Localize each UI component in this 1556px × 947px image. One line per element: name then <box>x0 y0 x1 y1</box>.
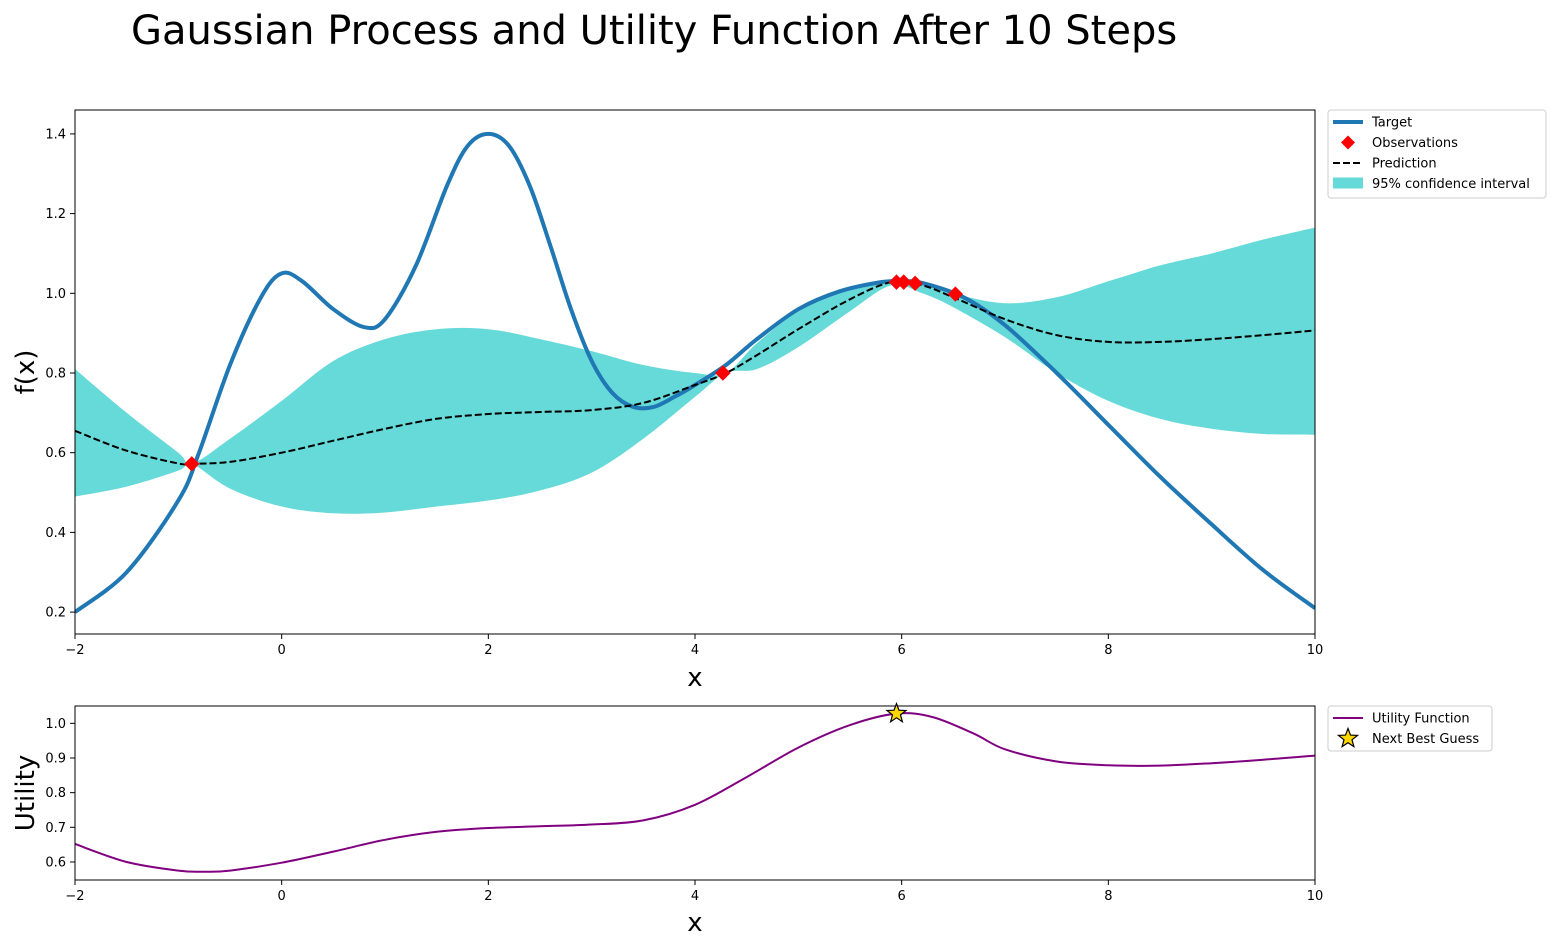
prediction-line <box>75 280 1315 466</box>
gp-legend-label: Observations <box>1372 136 1458 151</box>
gp-x-tick-label: 2 <box>484 643 492 658</box>
utility-x-tick-label: 4 <box>691 889 699 904</box>
gp-legend-handle <box>1341 135 1355 150</box>
utility-legend-frame <box>1327 705 1493 752</box>
observation-point <box>715 365 731 381</box>
gp-y-tick-label: 0.2 <box>45 606 66 621</box>
utility-y-tick-label: 0.7 <box>45 821 66 836</box>
gp-legend-label: Prediction <box>1372 157 1437 172</box>
utility-legend-handle <box>1336 726 1360 748</box>
utility-x-tick-label: 6 <box>898 889 906 904</box>
utility-y-tick-label: 0.8 <box>45 786 66 801</box>
gp-legend-label: Target <box>1371 116 1412 131</box>
gp-legend-handle <box>1333 177 1363 189</box>
utility-x-axis-label: x <box>687 908 702 938</box>
gp-y-tick-label: 1.4 <box>45 127 66 142</box>
utility-x-tick-label: 10 <box>1307 889 1324 904</box>
utility-y-axis-label: Utility <box>11 755 41 831</box>
gp-x-axis-label: x <box>687 663 702 693</box>
gp-legend: Target Observations Prediction 95% confiden… <box>1327 109 1547 199</box>
gp-x-tick-label: 4 <box>691 643 699 658</box>
gp-x-tick-label: −2 <box>65 643 84 658</box>
utility-x-tick-label: 8 <box>1104 889 1112 904</box>
observation-point <box>184 456 200 472</box>
confidence-interval-band <box>75 227 1315 514</box>
gp-x-tick-label: 8 <box>1104 643 1112 658</box>
utility-y-tick-label: 0.9 <box>45 751 66 766</box>
utility-y-tick-label: 1.0 <box>45 717 66 732</box>
utility-legend: Utility Function Next Best Guess <box>1327 705 1493 752</box>
gp-y-axis-label: f(x) <box>11 350 41 395</box>
gp-x-tick-label: 6 <box>898 643 906 658</box>
gp-plot: −2 0 2 4 6 8 10 0.2 0.4 0.6 0.8 1.0 1.2 1.4 x f(x) T… <box>11 109 1547 693</box>
utility-legend-label: Utility Function <box>1372 712 1470 727</box>
utility-legend-label: Next Best Guess <box>1372 732 1479 747</box>
next-best-guess-star <box>885 701 908 724</box>
figure-title: Gaussian Process and Utility Function Af… <box>131 8 1177 54</box>
observation-point <box>947 286 964 302</box>
gp-x-axis: −2 0 2 4 6 8 10 <box>65 634 1323 658</box>
utility-line <box>75 712 1315 873</box>
utility-x-tick-label: 2 <box>484 889 492 904</box>
utility-x-tick-label: −2 <box>65 889 84 904</box>
utility-plot-data <box>75 712 1315 873</box>
gp-y-tick-label: 1.2 <box>45 207 66 222</box>
gp-y-tick-label: 0.8 <box>45 366 66 381</box>
utility-x-axis: −2 0 2 4 6 8 10 <box>65 880 1323 904</box>
utility-x-tick-label: 0 <box>278 889 286 904</box>
gp-y-axis: 0.2 0.4 0.6 0.8 1.0 1.2 1.4 <box>45 127 75 621</box>
gp-legend-label: 95% confidence interval <box>1372 177 1530 192</box>
gp-x-tick-label: 10 <box>1307 643 1324 658</box>
observation-point <box>907 275 923 292</box>
gp-y-tick-label: 1.0 <box>45 287 66 302</box>
gp-y-tick-label: 0.6 <box>45 446 66 461</box>
utility-y-axis: 0.6 0.7 0.8 0.9 1.0 <box>45 717 75 870</box>
gp-plot-data <box>75 131 1315 614</box>
gp-legend-frame <box>1327 109 1547 199</box>
observation-point <box>896 274 912 290</box>
gp-y-tick-label: 0.4 <box>45 526 66 541</box>
utility-plot-frame <box>74 705 1316 881</box>
target-line <box>75 131 1315 614</box>
utility-plot: −2 0 2 4 6 8 10 0.6 0.7 0.8 0.9 1.0 x Utility Util… <box>11 701 1493 938</box>
gp-x-tick-label: 0 <box>278 643 286 658</box>
utility-y-tick-label: 0.6 <box>45 855 66 870</box>
